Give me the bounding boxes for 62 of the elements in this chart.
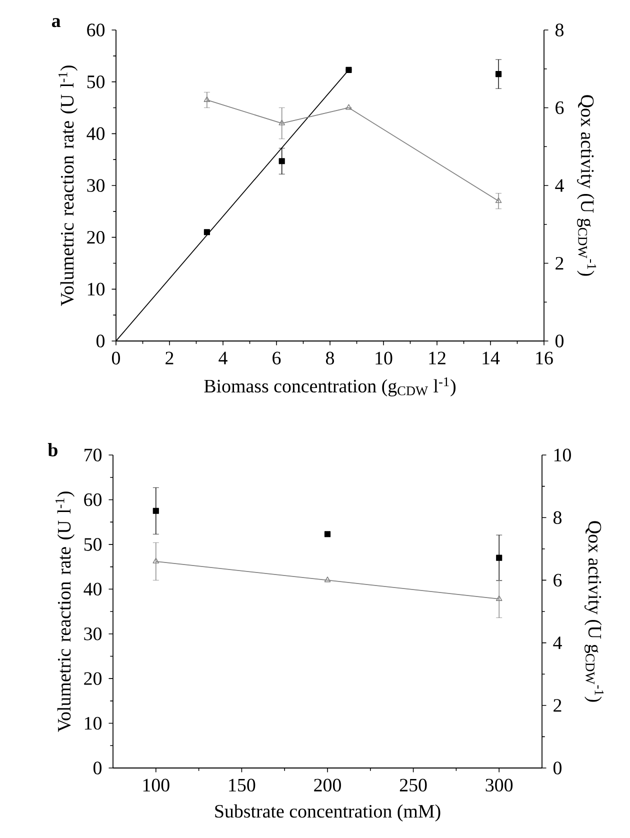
x-tick-label: 4 <box>218 352 228 364</box>
y2-tick-label: 2 <box>556 256 564 270</box>
x-tick-label: 300 <box>486 778 513 792</box>
point <box>346 104 352 110</box>
y-tick-label: 0 <box>96 334 105 348</box>
x-tick-label: 2 <box>166 352 174 364</box>
y-tick-label: 50 <box>84 538 102 551</box>
x-tick-label: 100 <box>143 778 170 792</box>
y-tick-label: 50 <box>87 75 105 88</box>
x-tick-label: 250 <box>400 778 427 792</box>
point <box>324 531 331 538</box>
point <box>496 595 502 601</box>
x-tick-label: 0 <box>112 352 120 365</box>
y-tick-label: 10 <box>88 282 105 296</box>
point <box>496 554 502 561</box>
point <box>278 158 285 164</box>
y2-tick-label: 2 <box>554 699 562 712</box>
y2-tick-label: 4 <box>553 636 562 650</box>
point <box>204 96 210 102</box>
y2-axis-title: Qox activity (U g$_{CDW}$$^{-1}$) <box>577 95 596 276</box>
x-axis-title: Biomass concentration (g$_{CDW}$ l$^{-1}$) <box>204 377 456 396</box>
y2-tick-label: 10 <box>554 448 571 462</box>
y-tick-label: 10 <box>84 716 102 730</box>
x-tick-label: 150 <box>229 778 256 792</box>
y-tick-label: 30 <box>87 179 105 192</box>
x-tick-label: 12 <box>429 352 446 364</box>
point <box>278 120 286 126</box>
x-tick-label: 10 <box>376 352 392 365</box>
point <box>346 66 352 73</box>
x-tick-label: 16 <box>536 352 553 364</box>
point <box>495 197 502 204</box>
y2-tick-label: 0 <box>553 762 562 774</box>
x-tick-label: 200 <box>314 778 341 792</box>
y-tick-label: 60 <box>84 493 102 506</box>
y2-tick-label: 8 <box>553 511 562 524</box>
point <box>204 229 210 236</box>
y-tick-label: 70 <box>84 448 102 462</box>
y2-tick-label: 8 <box>555 24 564 36</box>
chart-title: a <box>52 18 61 28</box>
y-tick-label: 60 <box>87 24 105 36</box>
point <box>324 576 331 582</box>
point <box>495 71 502 78</box>
y2-tick-label: 6 <box>556 101 564 114</box>
x-tick-label: 8 <box>326 352 334 365</box>
y-tick-label: 40 <box>84 582 102 596</box>
chart-title: b <box>48 443 58 456</box>
y-tick-label: 0 <box>93 762 102 774</box>
y-tick-label: 20 <box>87 230 105 244</box>
y2-tick-label: 4 <box>555 179 564 192</box>
y-axis-title: Volumetric reaction rate (U l$^{-1}$) <box>58 66 78 306</box>
y-tick-label: 20 <box>84 672 102 685</box>
x-tick-label: 6 <box>272 352 281 364</box>
y2-tick-label: 0 <box>555 334 564 348</box>
point <box>152 558 160 564</box>
y2-tick-label: 6 <box>554 574 562 587</box>
y-axis-title: Volumetric reaction rate (U l$^{-1}$) <box>55 492 74 732</box>
x-axis-title: Substrate concentration (mM) <box>215 804 440 822</box>
point <box>152 508 159 514</box>
y2-axis-title: Qox activity (U g$_{CDW}$$^{-1}$) <box>584 521 604 702</box>
y-tick-label: 30 <box>84 627 102 640</box>
x-tick-label: 14 <box>482 352 500 364</box>
y-tick-label: 40 <box>86 127 105 140</box>
